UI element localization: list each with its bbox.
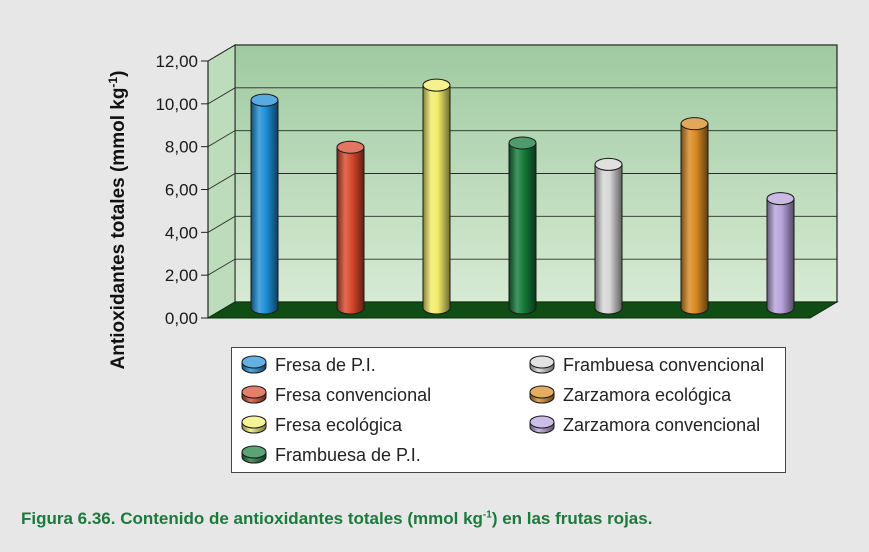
legend-swatch-icon [529,355,555,374]
y-tick-label: 12,00 [155,52,198,71]
legend-item: Frambuesa de P.I. [240,442,421,468]
figure-caption: Figura 6.36. Contenido de antioxidantes … [21,509,653,528]
y-tick-label: 8,00 [165,138,198,157]
legend-swatch-icon [241,385,267,404]
gridline [207,87,837,105]
legend-label: Frambuesa convencional [563,354,765,375]
bar [508,136,537,315]
y-tick-label: 0,00 [165,309,198,328]
bar-top [250,93,279,107]
legend-item: Fresa de P.I. [240,352,376,378]
bar [680,117,709,315]
y-axis-label: Antioxidantes totales (mmol kg-1) [106,71,129,370]
legend-label: Frambuesa de P.I. [275,444,421,465]
bar-top [422,78,451,92]
bar [766,192,795,315]
gridline [207,215,837,233]
bar-top [594,157,623,171]
gridline [207,130,837,148]
y-tick-label: 4,00 [165,223,198,242]
gridline [207,258,837,276]
legend-item: Zarzamora ecológica [528,382,731,408]
bar [250,93,279,315]
legend-swatch-icon [529,415,555,434]
legend-swatch-icon [241,355,267,374]
bar-top [680,117,709,131]
bar-body [680,123,709,315]
legend-label: Fresa de P.I. [275,354,376,375]
bar-body [250,99,279,315]
bar-top [508,136,537,150]
gridline [207,173,837,190]
bar-body [508,142,537,315]
bar-top [766,192,795,206]
bar [594,157,623,315]
y-tick-label: 6,00 [165,181,198,200]
legend-item: Frambuesa convencional [528,352,764,378]
bar-body [594,163,623,315]
legend-item: Zarzamora convencional [528,412,760,438]
legend-swatch-icon [241,445,267,464]
bar [336,140,365,315]
y-tick-label: 10,00 [155,95,198,114]
chart-legend: Fresa de P.I. Frambuesa convencional Fresa… [231,347,786,473]
bar-body [766,198,795,315]
legend-label: Fresa ecológica [275,414,403,435]
legend-label: Fresa convencional [275,384,432,405]
legend-item: Fresa convencional [240,382,431,408]
y-tick-label: 2,00 [165,266,198,285]
bar-body [336,146,365,315]
legend-label: Zarzamora ecológica [563,384,732,405]
legend-swatch-icon [241,415,267,434]
bar-top [336,140,365,154]
gridline [207,44,837,62]
legend-item: Fresa ecológica [240,412,402,438]
bar [422,78,451,315]
bar-body [422,84,451,315]
legend-swatch-icon [529,385,555,404]
legend-label: Zarzamora convencional [563,414,761,435]
